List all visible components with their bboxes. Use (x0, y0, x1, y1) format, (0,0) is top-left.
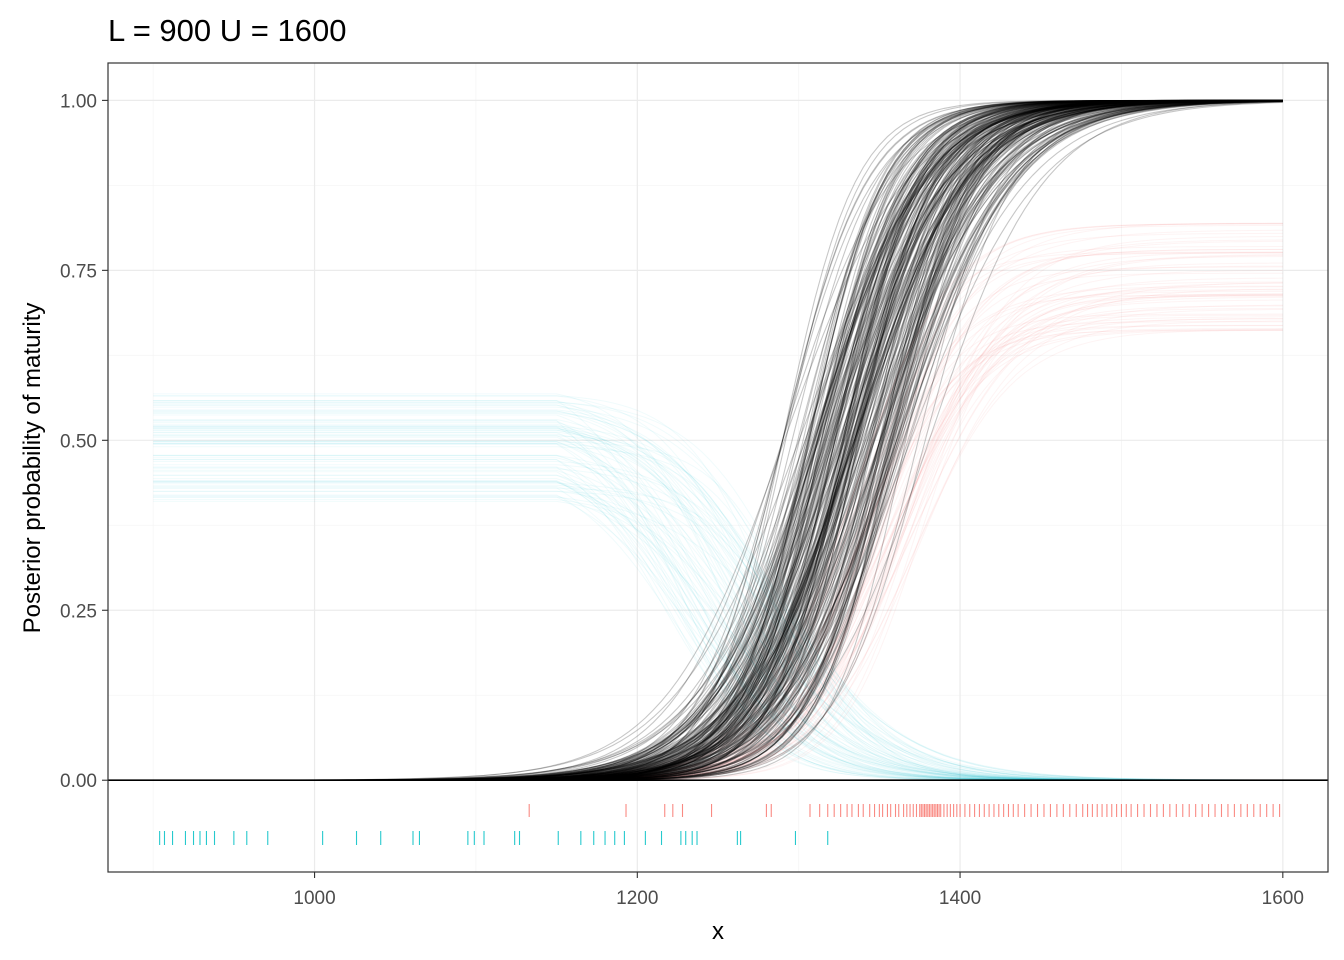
y-tick-label: 0.00 (60, 771, 97, 792)
immature-band-line (153, 436, 1283, 781)
x-tick-label: 1000 (293, 888, 335, 909)
plot-panel (108, 63, 1328, 872)
y-tick-label: 0.75 (60, 261, 97, 282)
immature-band-line (153, 484, 1283, 781)
immature-band-line (153, 420, 1283, 781)
y-tick-label: 0.25 (60, 601, 97, 622)
immature-band-line (153, 404, 1283, 781)
immature-band-line (153, 496, 1283, 781)
x-tick-label: 1200 (616, 888, 658, 909)
immature-band-line (153, 406, 1283, 781)
immature-band-line (153, 486, 1283, 781)
immature-band-line (153, 441, 1283, 781)
immature-band-line (153, 419, 1283, 781)
x-tick-label: 1600 (1262, 888, 1304, 909)
immature-band-line (153, 428, 1283, 781)
rug-immature (159, 831, 829, 845)
immature-band-line (153, 464, 1283, 781)
immature-band-line (153, 495, 1283, 781)
minor-gridlines (108, 63, 1328, 872)
x-axis-title: x (712, 918, 724, 945)
immature-band-line (153, 426, 1283, 781)
y-tick-label: 0.50 (60, 431, 97, 452)
panel-border (107, 62, 1329, 873)
immature-band-line (153, 468, 1283, 781)
rug-mature (528, 804, 1281, 817)
immature-band-line (153, 404, 1283, 781)
chart-title: L = 900 U = 1600 (108, 13, 346, 48)
immature-band-line (153, 421, 1283, 781)
y-axis-title: Posterior probability of maturity (19, 303, 46, 634)
y-axis-ticks: 0.00 0.25 0.50 0.75 1.00 (60, 91, 108, 792)
x-tick-label: 1400 (939, 888, 981, 909)
immature-band-line (153, 466, 1283, 781)
immature-band-line (153, 410, 1283, 781)
immature-band-line (153, 481, 1283, 781)
x-axis-ticks: 1000 1200 1400 1600 (293, 872, 1304, 909)
y-tick-label: 1.00 (60, 91, 97, 112)
